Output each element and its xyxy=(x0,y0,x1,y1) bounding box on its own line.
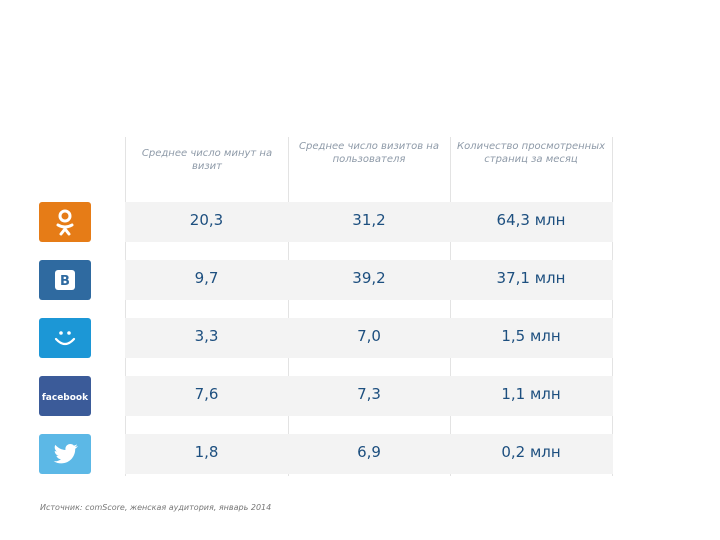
cell-avg-visits: 39,2 xyxy=(352,269,386,287)
cell-page-views: 37,1 млн xyxy=(496,269,566,287)
table-row xyxy=(125,202,613,242)
cell-avg-visits: 7,3 xyxy=(357,385,381,403)
twitter-icon xyxy=(39,434,91,474)
moi-mir-icon xyxy=(39,318,91,358)
facebook-icon: facebook xyxy=(39,376,91,416)
cell-avg-visits: 7,0 xyxy=(357,327,381,345)
table-row xyxy=(125,260,613,300)
header-avg-minutes: Среднее число минут на визит xyxy=(141,148,273,172)
cell-avg-minutes: 7,6 xyxy=(194,385,219,403)
table-row xyxy=(125,318,613,358)
column-divider xyxy=(125,137,126,476)
cell-page-views: 1,1 млн xyxy=(501,385,561,403)
vkontakte-icon: B xyxy=(39,260,91,300)
svg-text:B: B xyxy=(60,274,70,289)
column-divider xyxy=(612,137,613,476)
table-row xyxy=(125,434,613,474)
header-avg-visits: Среднее число визитов на пользователя xyxy=(299,141,439,165)
svg-text:facebook: facebook xyxy=(42,393,89,403)
cell-avg-minutes: 3,3 xyxy=(194,327,219,345)
cell-avg-minutes: 9,7 xyxy=(194,269,219,287)
cell-avg-visits: 6,9 xyxy=(357,443,381,461)
source-note: Источник: comScore, женская аудитория, я… xyxy=(40,503,272,512)
table-row xyxy=(125,376,613,416)
cell-page-views: 0,2 млн xyxy=(501,443,561,461)
header-page-views: Количество просмотренных страниц за меся… xyxy=(456,141,606,165)
cell-avg-minutes: 1,8 xyxy=(194,443,219,461)
cell-page-views: 1,5 млн xyxy=(501,327,561,345)
cell-page-views: 64,3 млн xyxy=(496,211,566,229)
column-divider xyxy=(288,137,289,476)
odnoklassniki-icon xyxy=(39,202,91,242)
column-divider xyxy=(450,137,451,476)
cell-avg-minutes: 20,3 xyxy=(189,211,224,229)
cell-avg-visits: 31,2 xyxy=(352,211,386,229)
